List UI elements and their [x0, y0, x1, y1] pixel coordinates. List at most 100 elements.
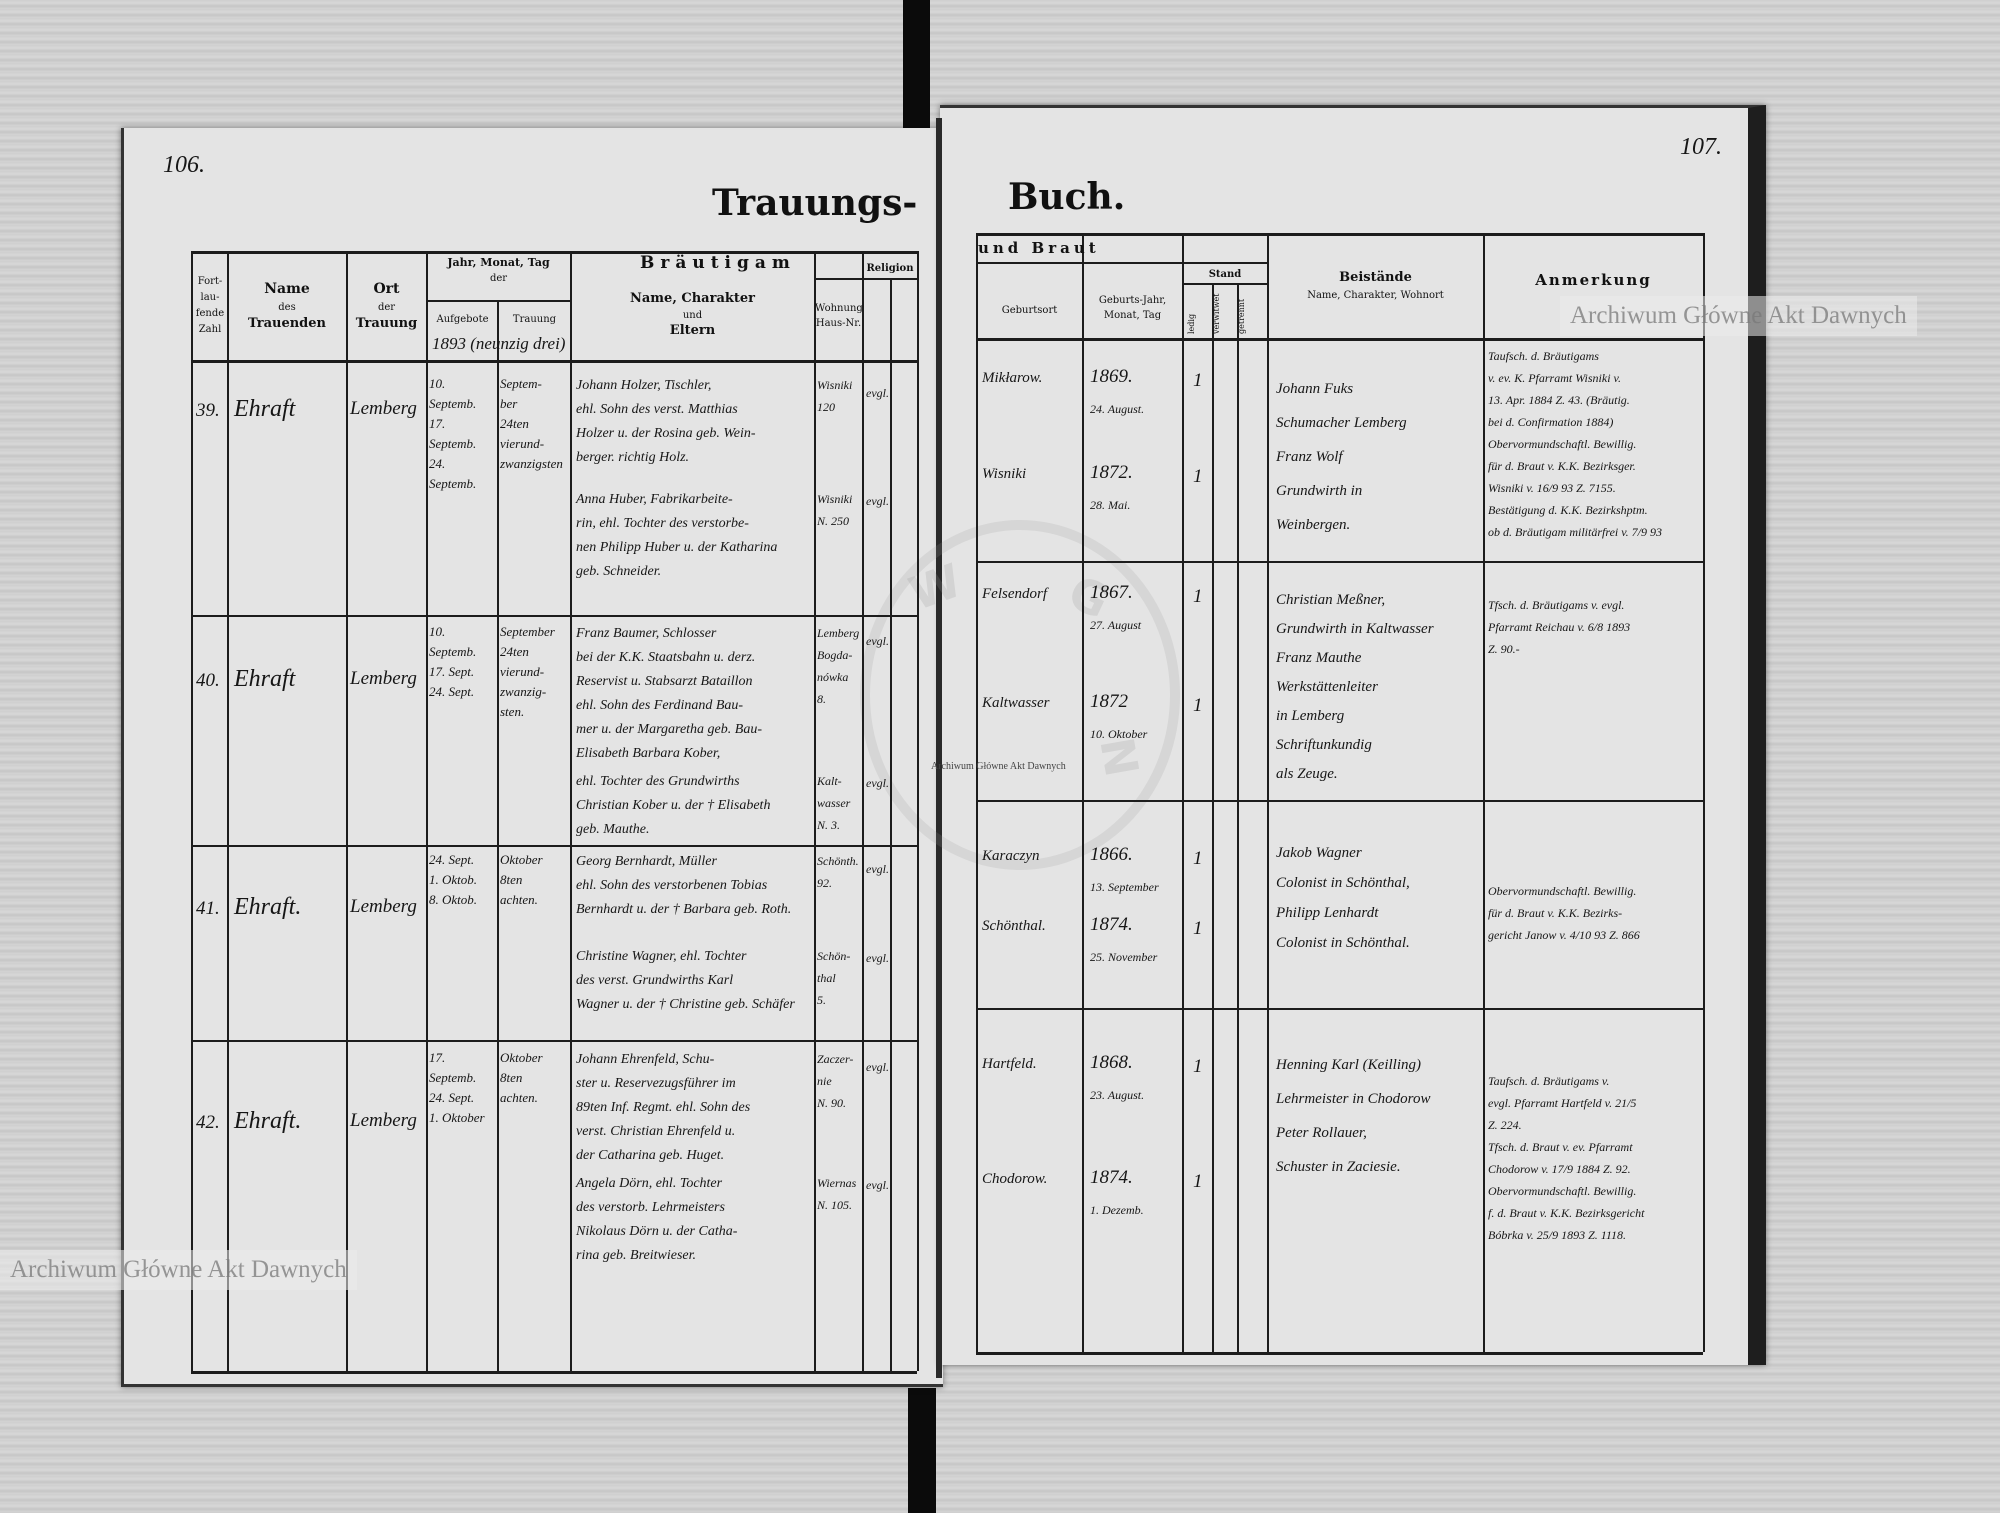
witness-line: Grundwirth in [1276, 483, 1363, 499]
wedding-date-line: vierund- [500, 436, 545, 451]
remarks-line: Z. 224. [1488, 1118, 1522, 1132]
header-status-1: verwitwet [1212, 293, 1221, 335]
watermark-center: Archiwum Główne Akt Dawnych [931, 761, 1066, 772]
header-birthplace: Geburtsort [1001, 305, 1058, 316]
table-rule-vertical [1212, 283, 1214, 1352]
header-birthdate: Monat, Tag [1103, 310, 1162, 321]
witnesses: Jakob Wagner Colonist in Schönthal, Philip… [1276, 838, 1476, 958]
bride-details-line: rina geb. Breitwieser. [576, 1248, 697, 1263]
bride-details: ehl. Tochter des Grundwirths Christian Ko… [576, 770, 812, 842]
table-rule-vertical [1237, 283, 1239, 1352]
table-rule-vertical [570, 251, 572, 1371]
entry-number: 40. [196, 670, 220, 691]
banns-dates: 10. Septemb. 17. Septemb. 24. Septemb. [429, 374, 495, 494]
banns-dates: 17. Septemb. 24. Sept. 1. Oktober [429, 1048, 495, 1128]
table-top-rule [191, 251, 917, 254]
remarks-line: Obervormundschaftl. Bewillig. [1488, 437, 1637, 451]
groom-residence-line: Schönth. [817, 854, 859, 868]
groom-residence: Zaczer-nie N. 90. [817, 1048, 861, 1114]
status-subheader-rule [1182, 283, 1267, 285]
bride-birthplace: Kaltwasser [982, 695, 1050, 711]
title-right: Buch. [1008, 176, 1126, 218]
bride-details-line: Wagner u. der † Christine geb. Schäfer [576, 997, 795, 1012]
header-witnesses: Beistände [1339, 270, 1412, 285]
wedding-date: Septem-ber 24ten vierund-zwanzigsten [500, 374, 568, 474]
remarks-line: evgl. Pfarramt Hartfeld v. 21/5 [1488, 1096, 1637, 1110]
groom-status-single: 1 [1193, 1056, 1203, 1077]
wedding-place: Lemberg [350, 668, 417, 689]
remarks-line: bei d. Confirmation 1884) [1488, 415, 1614, 429]
remarks-line: Bestätigung d. K.K. Bezirkshptm. [1488, 503, 1648, 517]
header-date-group: der [489, 273, 508, 284]
remarks-line: Chodorow v. 17/9 1884 Z. 92. [1488, 1162, 1631, 1176]
table-rule-vertical [191, 251, 193, 1371]
groom-residence: Wisniki 120 [817, 374, 861, 418]
groom-birth-date: 13. September [1090, 880, 1159, 894]
witness-line: Schriftunkundig [1276, 737, 1372, 753]
groom-status-single: 1 [1193, 370, 1203, 391]
bride-residence-line: Schön- [817, 949, 851, 963]
wedding-date-line: Oktober [500, 1050, 543, 1065]
bride-residence-line: thal [817, 971, 836, 985]
groom-details-line: mer u. der Margaretha geb. Bau- [576, 722, 762, 737]
bride-birthplace: Chodorow. [982, 1171, 1048, 1187]
watermark-top-right: Archiwum Główne Akt Dawnych [1560, 296, 1917, 336]
groom-birth-date: 24. August. [1090, 402, 1145, 416]
bride-details-line: Anna Huber, Fabrikarbeite- [576, 492, 733, 507]
witnesses: Johann Fuks Schumacher Lemberg Franz Wolf G… [1276, 372, 1476, 542]
row-divider [976, 1008, 1703, 1010]
bride-birth-date: 25. November [1090, 950, 1158, 964]
bride-details-line: Angela Dörn, ehl. Tochter [576, 1176, 723, 1191]
groom-religion: evgl. [866, 634, 889, 648]
header-name-char: Eltern [669, 323, 716, 338]
groom-details-line: Johann Ehrenfeld, Schu- [576, 1052, 715, 1067]
year-note: 1893 (neunzig drei) [432, 334, 566, 353]
groom-religion: evgl. [866, 386, 889, 400]
remarks: Taufsch. d. Bräutigams v. ev. K. Pfarramt… [1488, 345, 1700, 543]
groom-details-line: ehl. Sohn des Ferdinand Bau- [576, 698, 744, 713]
bride-birthplace: Wisniki [982, 466, 1027, 482]
bride-residence-line: Wiernas [817, 1176, 857, 1190]
groom-details: Franz Baumer, Schlosser bei der K.K. Staa… [576, 622, 812, 766]
header-officiant: Name [264, 281, 310, 297]
officiant-name: Ehraft. [234, 894, 302, 920]
bride-residence-line: N. 3. [817, 818, 841, 832]
table-rule-vertical [917, 251, 919, 1371]
witness-line: Werkstättenleiter [1276, 679, 1378, 695]
groom-details: Johann Ehrenfeld, Schu-ster u. Reservezu… [576, 1048, 812, 1168]
bride-details-line: Christian Kober u. der † Elisabeth [576, 798, 771, 813]
header-remarks: Anmerkung [1535, 271, 1652, 289]
groom-residence-line: Bogda- [817, 648, 853, 662]
bride-residence: Wisniki N. 250 [817, 488, 861, 532]
witness-line: Christian Meßner, [1276, 592, 1386, 608]
table-top-rule [976, 233, 1703, 236]
witnesses: Christian Meßner, Grundwirth in Kaltwasse… [1276, 586, 1476, 789]
witnesses: Henning Karl (Keilling) Lehrmeister in Ch… [1276, 1048, 1476, 1184]
groom-details-line: Georg Bernhardt, Müller [576, 854, 717, 869]
table-rule-vertical [1483, 233, 1485, 1352]
bride-birth-year: 1874. [1090, 1167, 1133, 1188]
bride-details-line: ehl. Tochter des Grundwirths [576, 774, 740, 789]
watermark-bottom-left: Archiwum Główne Akt Dawnych [0, 1250, 357, 1290]
wedding-date-line: Oktober [500, 852, 543, 867]
witness-line: als Zeuge. [1276, 766, 1338, 782]
remarks-line: 13. Apr. 1884 Z. 43. (Bräutig. [1488, 393, 1630, 407]
witness-line: Franz Mauthe [1276, 650, 1362, 666]
bride-status-single: 1 [1193, 466, 1203, 487]
bride-status-single: 1 [1193, 918, 1203, 939]
wedding-date-line: achten. [500, 1090, 538, 1105]
groom-details-line: ster u. Reservezugsführer im [576, 1076, 736, 1091]
header-witnesses: Name, Charakter, Wohnort [1307, 290, 1444, 301]
banns-date: 17. Septemb. [429, 1050, 477, 1085]
witness-line: Henning Karl (Keilling) [1276, 1057, 1421, 1073]
groom-details-line: Bernhardt u. der † Barbara geb. Roth. [576, 902, 792, 917]
binding-strap-bottom [908, 1388, 936, 1513]
bride-subheader-rule [976, 262, 1267, 264]
header-place: der [377, 302, 396, 313]
groom-details-line: ehl. Sohn des verst. Matthias [576, 402, 738, 417]
groom-birthplace: Felsendorf [982, 586, 1047, 602]
groom-details-line: bei der K.K. Staatsbahn u. derz. [576, 650, 756, 665]
header-birthdate: Geburts-Jahr, [1098, 295, 1167, 306]
wedding-date-line: ber [500, 396, 518, 411]
witness-line: Grundwirth in Kaltwasser [1276, 621, 1434, 637]
